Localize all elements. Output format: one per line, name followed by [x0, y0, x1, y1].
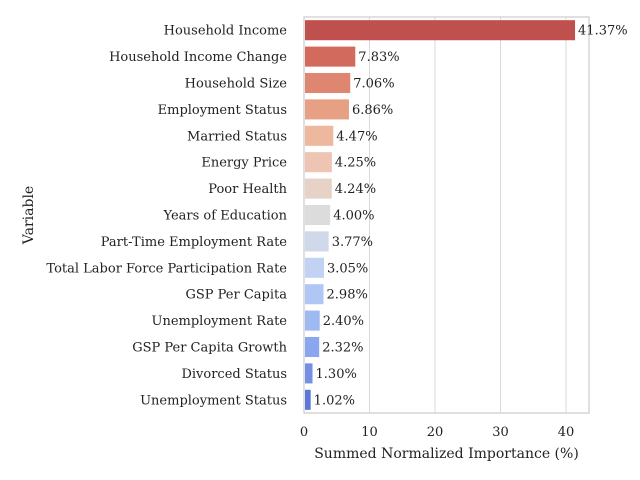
- x-tick-label: 40: [558, 425, 575, 440]
- y-tick-label: Total Labor Force Participation Rate: [46, 261, 287, 276]
- plot-frame: [303, 16, 590, 414]
- data-label: 7.83%: [358, 50, 399, 65]
- data-label: 4.00%: [333, 209, 374, 224]
- y-tick-label: Part-Time Employment Rate: [101, 235, 288, 250]
- y-tick-labels: Household Income Household Income Change H…: [46, 24, 287, 409]
- data-label: 4.25%: [335, 156, 376, 171]
- bar: [305, 46, 356, 67]
- x-axis-title: Summed Normalized Importance (%): [314, 446, 579, 462]
- x-tick-labels: 0 10 20 30 40: [300, 425, 574, 440]
- data-label: 1.30%: [316, 367, 357, 382]
- data-label: 3.77%: [332, 235, 373, 250]
- y-tick-label: Married Status: [187, 129, 287, 144]
- data-label: 2.32%: [322, 341, 363, 356]
- bar: [305, 152, 332, 173]
- bar: [305, 257, 324, 278]
- bar: [305, 125, 334, 146]
- bar: [305, 20, 576, 41]
- data-label: 7.06%: [353, 77, 394, 92]
- bar: [305, 336, 320, 358]
- data-label: 1.02%: [314, 393, 355, 408]
- bar: [305, 72, 351, 94]
- bar: [305, 231, 329, 252]
- x-tick-label: 10: [361, 425, 378, 440]
- data-label: 2.40%: [323, 314, 364, 329]
- data-label: 3.05%: [327, 261, 368, 276]
- data-label: 4.24%: [335, 182, 376, 197]
- data-label: 6.86%: [352, 103, 393, 118]
- value-labels: 41.37% 7.83% 7.06% 6.86% 4.47% 4.25% 4.24% 4.00…: [314, 24, 628, 409]
- y-tick-label: Household Income Change: [109, 50, 287, 65]
- bar: [305, 204, 331, 226]
- bar: [305, 99, 349, 120]
- y-tick-label: Years of Education: [163, 209, 288, 224]
- y-tick-label: Household Income: [164, 24, 288, 39]
- bar: [305, 389, 311, 410]
- y-tick-label: Poor Health: [208, 182, 287, 197]
- data-label: 4.47%: [336, 129, 377, 144]
- y-tick-label: Household Size: [185, 77, 288, 92]
- x-tick-label: 20: [427, 425, 444, 440]
- y-tick-label: GSP Per Capita: [185, 288, 287, 303]
- bar: [305, 178, 332, 199]
- y-axis-title: Variable: [21, 186, 37, 245]
- x-tick-label: 30: [492, 425, 509, 440]
- data-label: 2.98%: [327, 288, 368, 303]
- y-tick-label: Employment Status: [158, 103, 287, 118]
- x-tick-label: 0: [300, 425, 308, 440]
- bars-group: [305, 20, 576, 410]
- y-tick-label: Energy Price: [201, 156, 287, 171]
- bar: [305, 284, 324, 305]
- data-label: 41.37%: [578, 24, 628, 39]
- y-tick-label: Divorced Status: [181, 367, 287, 382]
- y-tick-label: Unemployment Rate: [151, 314, 287, 329]
- y-tick-label: Unemployment Status: [140, 393, 287, 408]
- bar: [305, 363, 313, 384]
- bar: [305, 310, 320, 331]
- y-tick-label: GSP Per Capita Growth: [132, 341, 287, 356]
